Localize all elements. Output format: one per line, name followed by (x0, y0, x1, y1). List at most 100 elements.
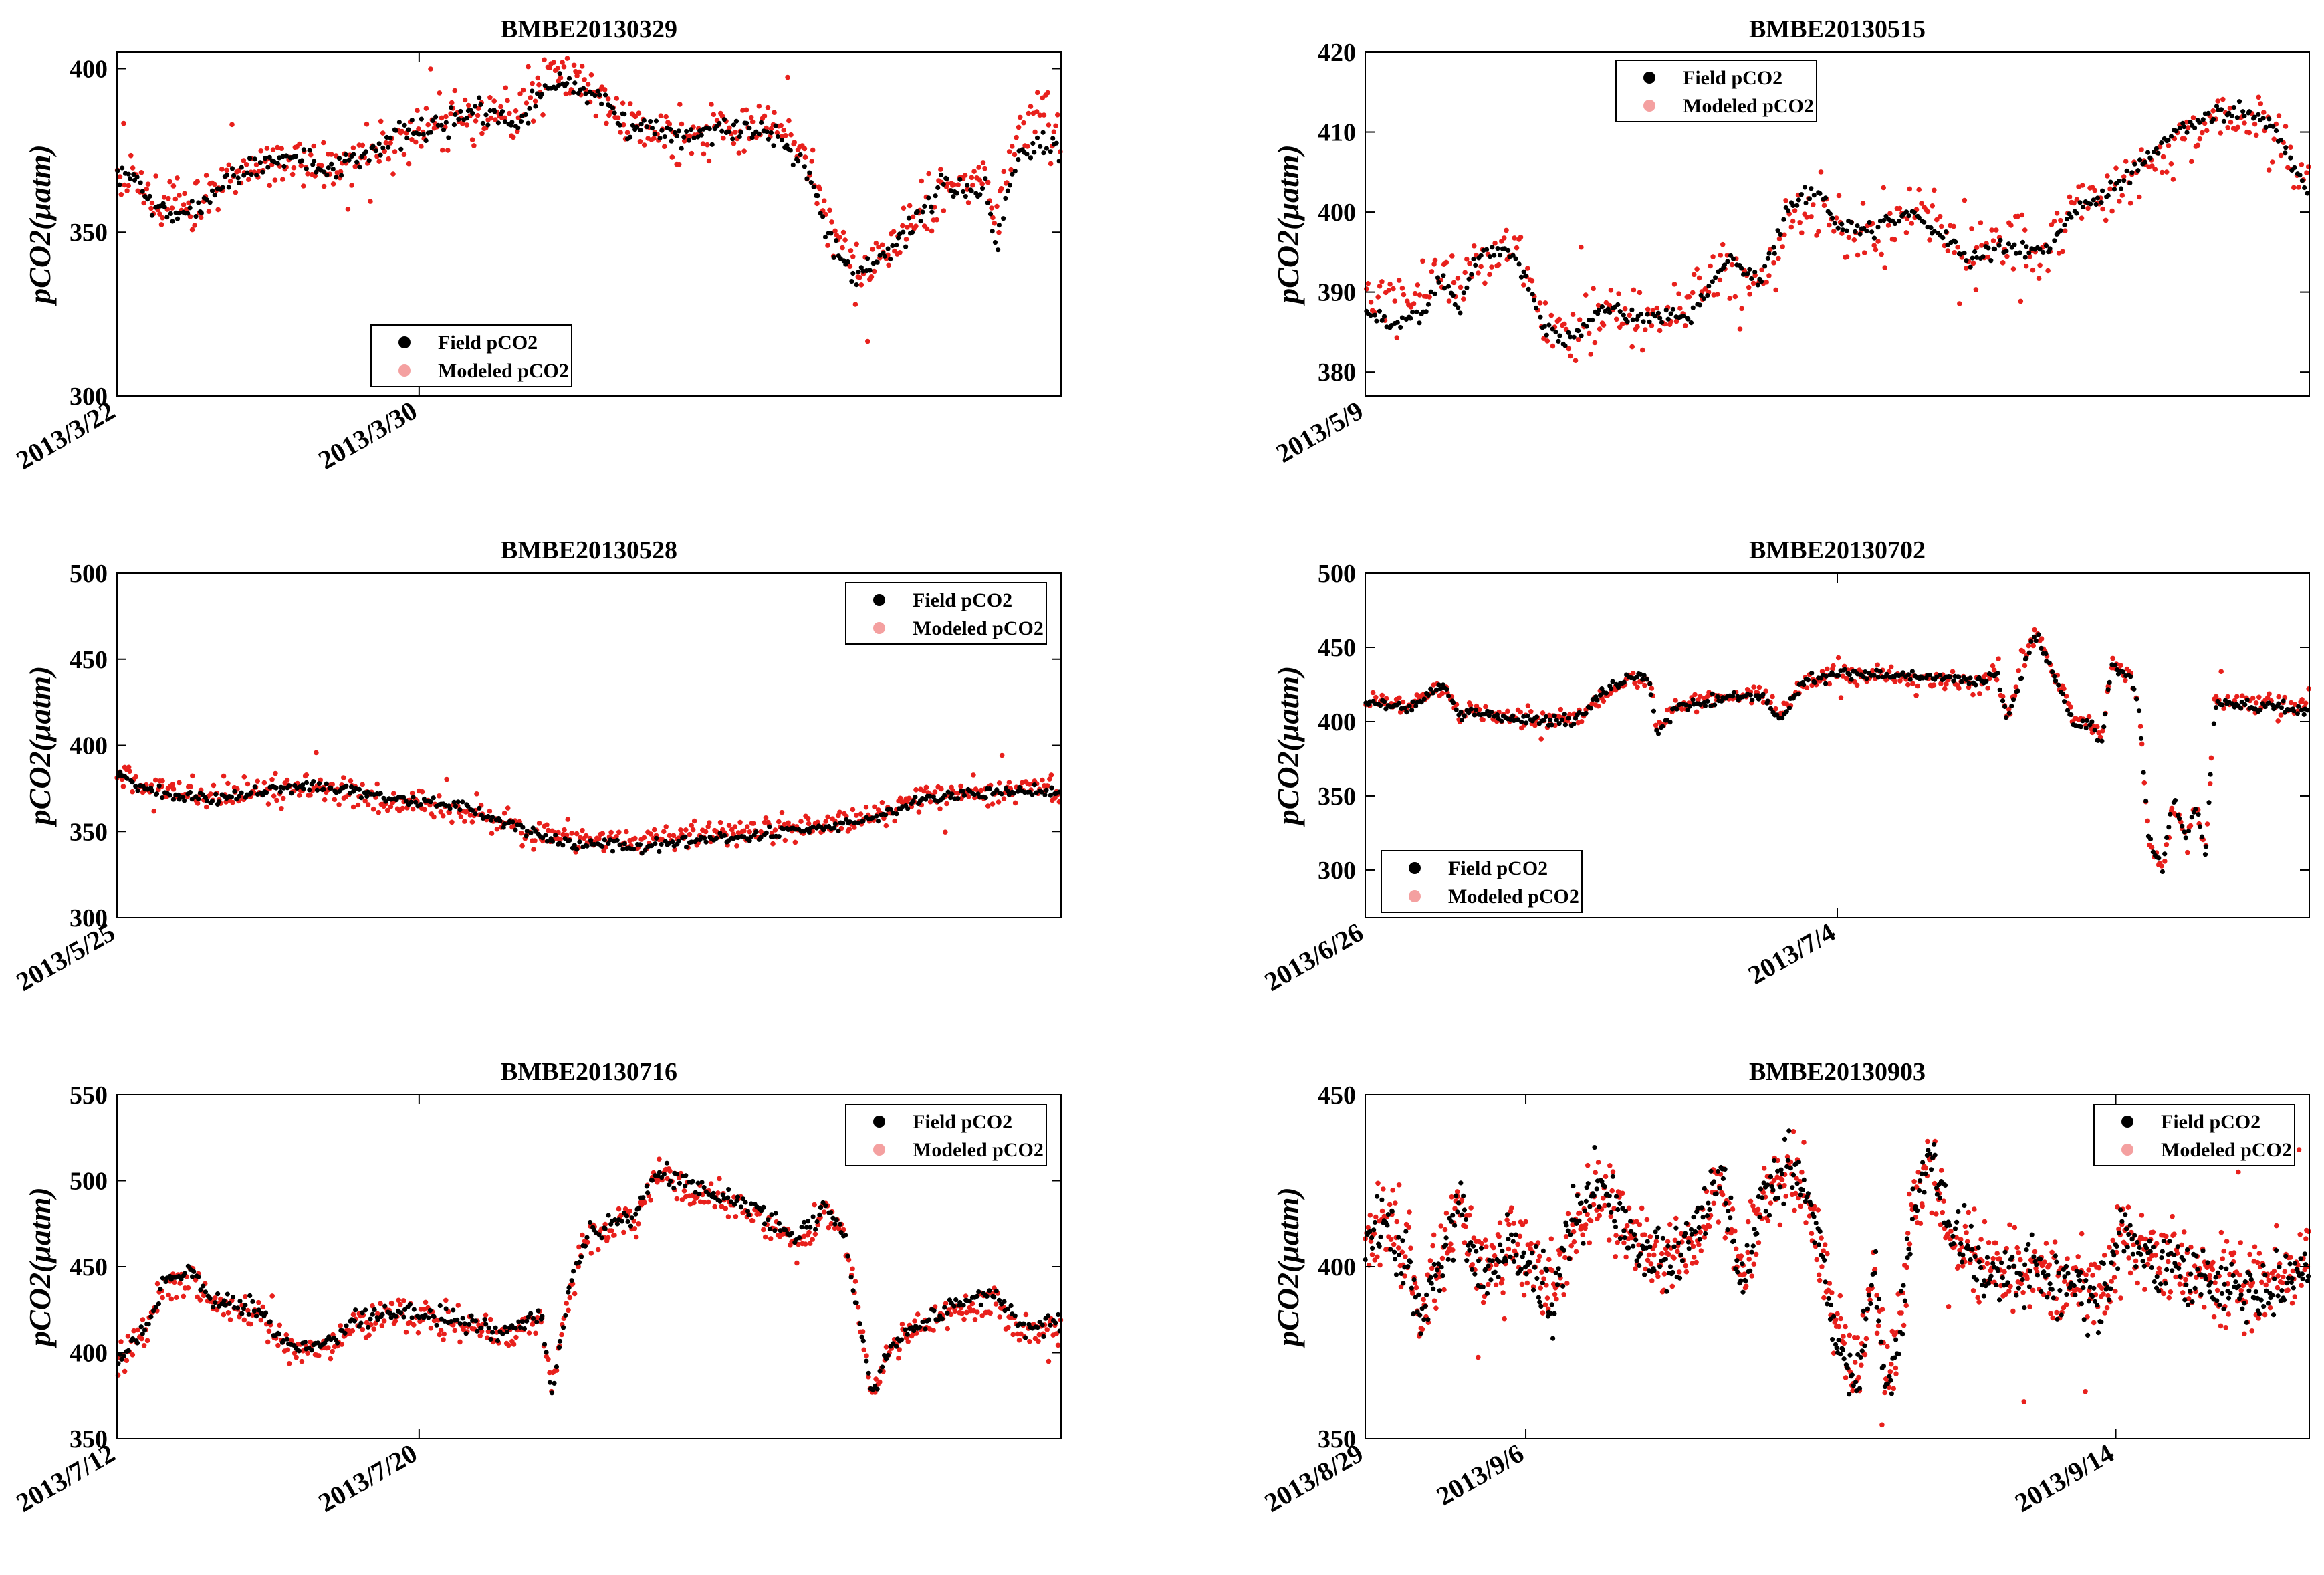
field-point (419, 116, 424, 122)
modeled-point (336, 802, 342, 807)
field-point (766, 136, 771, 142)
field-point (2101, 724, 2107, 730)
modeled-point (1882, 265, 1887, 270)
field-point (2183, 835, 2188, 841)
field-point (2121, 178, 2127, 183)
modeled-point (449, 100, 455, 106)
field-point (1670, 306, 1675, 312)
modeled-point (1616, 291, 1621, 296)
field-point (697, 1191, 702, 1197)
field-point (1944, 229, 1949, 235)
modeled-point (873, 240, 879, 246)
modeled-point (717, 820, 723, 825)
modeled-point (319, 163, 324, 169)
field-point (2069, 215, 2074, 220)
field-point (300, 158, 305, 163)
field-point (271, 159, 277, 165)
modeled-point (1708, 263, 1713, 269)
modeled-point (286, 1361, 292, 1366)
modeled-point (1957, 301, 1962, 306)
field-point (1674, 706, 1679, 712)
modeled-point (822, 198, 827, 204)
field-point (433, 114, 439, 120)
modeled-point (160, 1295, 165, 1301)
modeled-point (506, 1342, 511, 1348)
modeled-point (583, 833, 589, 839)
modeled-point (1406, 1225, 1412, 1230)
field-point (578, 1254, 584, 1259)
modeled-point (1541, 336, 1546, 342)
modeled-point (141, 200, 146, 206)
field-point (487, 108, 493, 114)
field-point (987, 211, 994, 217)
field-point (2176, 816, 2182, 821)
modeled-point (1373, 1214, 1379, 1220)
modeled-point (471, 143, 477, 148)
modeled-point (1387, 281, 1393, 287)
field-point (495, 120, 501, 126)
field-point (1972, 249, 1978, 255)
field-point (384, 134, 390, 140)
modeled-point (438, 809, 444, 815)
field-point (1038, 144, 1043, 149)
modeled-point (2117, 199, 2122, 204)
modeled-point (1044, 1327, 1050, 1332)
field-point (576, 90, 581, 96)
field-point (1867, 219, 1872, 225)
modeled-point (270, 147, 276, 152)
modeled-point (1783, 1194, 1788, 1199)
field-point (929, 209, 935, 215)
field-point (209, 188, 215, 193)
modeled-point (726, 823, 732, 828)
modeled-point (931, 1328, 936, 1333)
modeled-point (924, 226, 930, 232)
modeled-point (691, 1200, 697, 1206)
modeled-point (130, 789, 135, 795)
y-tick-label: 300 (1318, 857, 1356, 885)
modeled-point (1673, 1215, 1679, 1221)
modeled-point (1528, 1241, 1534, 1247)
modeled-point (1028, 104, 1034, 109)
modeled-point (821, 1209, 827, 1215)
modeled-point (1461, 296, 1466, 302)
modeled-point (913, 223, 919, 229)
modeled-point (360, 782, 365, 788)
field-point (612, 110, 617, 116)
modeled-point (1538, 1285, 1543, 1291)
modeled-point (1835, 655, 1841, 661)
field-point (1659, 320, 1665, 325)
field-point (1011, 791, 1016, 796)
modeled-point (1580, 1232, 1585, 1237)
modeled-point (815, 819, 820, 825)
modeled-point (195, 801, 201, 806)
field-point (213, 1300, 218, 1305)
field-point (2203, 844, 2209, 849)
modeled-point (138, 169, 144, 175)
modeled-point (1645, 306, 1651, 312)
field-point (996, 223, 1002, 228)
field-point (368, 1316, 373, 1322)
field-point (1430, 690, 1436, 696)
field-point (860, 819, 866, 824)
modeled-point (1046, 1358, 1052, 1364)
field-point (460, 1316, 465, 1321)
field-point (2083, 725, 2089, 731)
field-point (955, 796, 961, 801)
modeled-point (560, 831, 566, 837)
modeled-point (982, 165, 987, 171)
modeled-point (1780, 244, 1785, 249)
modeled-point (515, 115, 521, 121)
modeled-point (852, 1279, 858, 1284)
field-point (2252, 114, 2257, 120)
modeled-point (636, 1221, 641, 1227)
field-point (1454, 707, 1459, 712)
field-point (1997, 687, 2002, 692)
modeled-point (731, 831, 736, 837)
modeled-point (1430, 1243, 1435, 1249)
field-point (1044, 787, 1049, 793)
modeled-point (2256, 694, 2262, 700)
modeled-point (1471, 243, 1477, 249)
modeled-point (1401, 292, 1407, 298)
field-point (731, 122, 736, 128)
modeled-point (561, 64, 567, 70)
